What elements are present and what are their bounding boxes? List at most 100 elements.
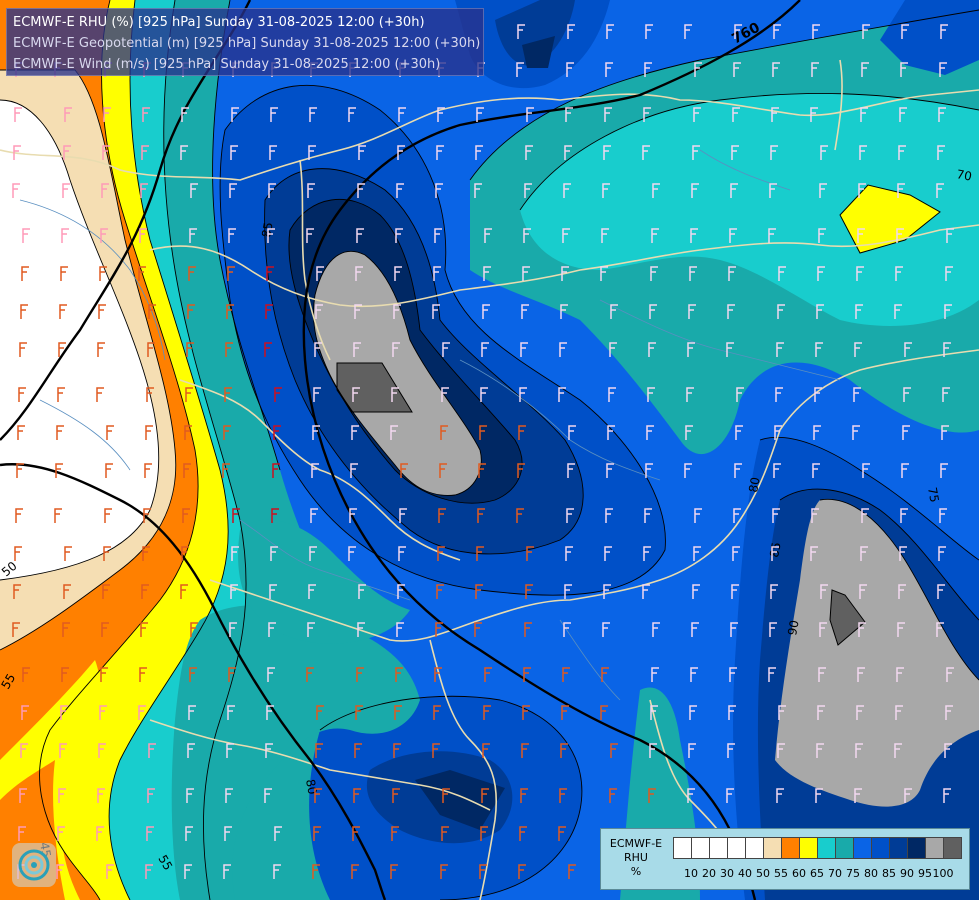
wind-barb — [483, 266, 491, 281]
wind-barb — [853, 387, 861, 402]
wind-barb — [351, 425, 359, 440]
wind-barb — [936, 183, 944, 198]
wind-barb — [776, 342, 784, 357]
wind-barb — [187, 304, 195, 319]
wind-barb — [609, 342, 617, 357]
wind-barb — [812, 24, 820, 39]
wind-barb — [608, 387, 616, 402]
wind-barb — [768, 228, 776, 243]
wind-barb — [228, 228, 236, 243]
wind-barb — [861, 62, 869, 77]
wind-barb — [729, 228, 737, 243]
wind-barb — [816, 304, 824, 319]
wind-barb — [99, 266, 107, 281]
wind-barb — [229, 622, 237, 637]
wind-barb — [60, 266, 68, 281]
wind-barb — [777, 304, 785, 319]
wind-barb — [435, 183, 443, 198]
wind-barb — [393, 304, 401, 319]
wind-barb — [15, 508, 23, 523]
wind-barb — [734, 463, 742, 478]
wind-barb — [644, 62, 652, 77]
wind-barb — [100, 228, 108, 243]
wind-barb — [815, 788, 823, 803]
wind-barb — [818, 667, 826, 682]
wind-barb — [223, 864, 231, 879]
wind-barb — [354, 743, 362, 758]
wind-barb — [306, 667, 314, 682]
wind-barb — [684, 463, 692, 478]
wind-barb — [19, 788, 27, 803]
wind-barb — [184, 864, 192, 879]
wind-barb — [565, 546, 573, 561]
wind-barb — [316, 266, 324, 281]
wind-barb — [442, 342, 450, 357]
wind-barb — [354, 304, 362, 319]
wind-barb — [523, 667, 531, 682]
rhu-band-50-west — [0, 100, 159, 580]
wind-barb — [812, 463, 820, 478]
wind-barb — [441, 826, 449, 841]
wind-barb — [439, 463, 447, 478]
wind-barb — [819, 183, 827, 198]
wind-barb — [13, 145, 21, 160]
wind-barb — [56, 425, 64, 440]
wind-barb — [732, 546, 740, 561]
wind-barb — [814, 387, 822, 402]
wind-barb — [146, 387, 154, 402]
wind-barb — [604, 546, 612, 561]
wind-barb — [391, 387, 399, 402]
wind-barb — [230, 584, 238, 599]
wind-barb — [481, 342, 489, 357]
wind-barb — [139, 228, 147, 243]
wind-barb — [684, 24, 692, 39]
wind-barb — [939, 62, 947, 77]
wind-barb — [690, 228, 698, 243]
wind-barb — [434, 667, 442, 682]
legend-swatch — [763, 837, 782, 859]
wind-barb — [145, 425, 153, 440]
wind-barb — [776, 788, 784, 803]
wind-barb — [946, 667, 954, 682]
wind-barb — [898, 584, 906, 599]
wind-barb — [895, 705, 903, 720]
wind-barb — [436, 584, 444, 599]
wind-barb — [17, 425, 25, 440]
wind-barb — [894, 743, 902, 758]
legend-swatch — [907, 837, 926, 859]
wind-barb — [481, 788, 489, 803]
wind-barb — [435, 622, 443, 637]
wind-barb — [55, 463, 63, 478]
wind-barb — [943, 788, 951, 803]
rhu-band-95-south — [415, 770, 505, 830]
wind-barb — [522, 705, 530, 720]
wind-barb — [856, 266, 864, 281]
wind-barb — [390, 864, 398, 879]
wind-barb — [810, 546, 818, 561]
wind-barb — [147, 788, 155, 803]
wind-barb — [98, 304, 106, 319]
wind-barb — [937, 145, 945, 160]
wind-barb — [773, 24, 781, 39]
wind-barb — [734, 24, 742, 39]
wind-barb — [562, 228, 570, 243]
rhu-band-100-east — [829, 589, 866, 646]
wind-barb — [391, 826, 399, 841]
wind-barb — [568, 425, 576, 440]
swirl-icon — [18, 849, 50, 881]
wind-barb — [733, 62, 741, 77]
wind-barb — [942, 387, 950, 402]
wind-barb — [476, 546, 484, 561]
wind-barb — [562, 667, 570, 682]
wind-barb — [349, 508, 357, 523]
wind-barb — [726, 788, 734, 803]
wind-barb — [229, 183, 237, 198]
wind-barb — [437, 107, 445, 122]
wind-barb — [101, 622, 109, 637]
wind-barb — [103, 107, 111, 122]
wind-barb — [560, 304, 568, 319]
wind-barb — [357, 183, 365, 198]
wind-barb — [901, 463, 909, 478]
wind-barb — [139, 667, 147, 682]
wind-barb — [610, 304, 618, 319]
